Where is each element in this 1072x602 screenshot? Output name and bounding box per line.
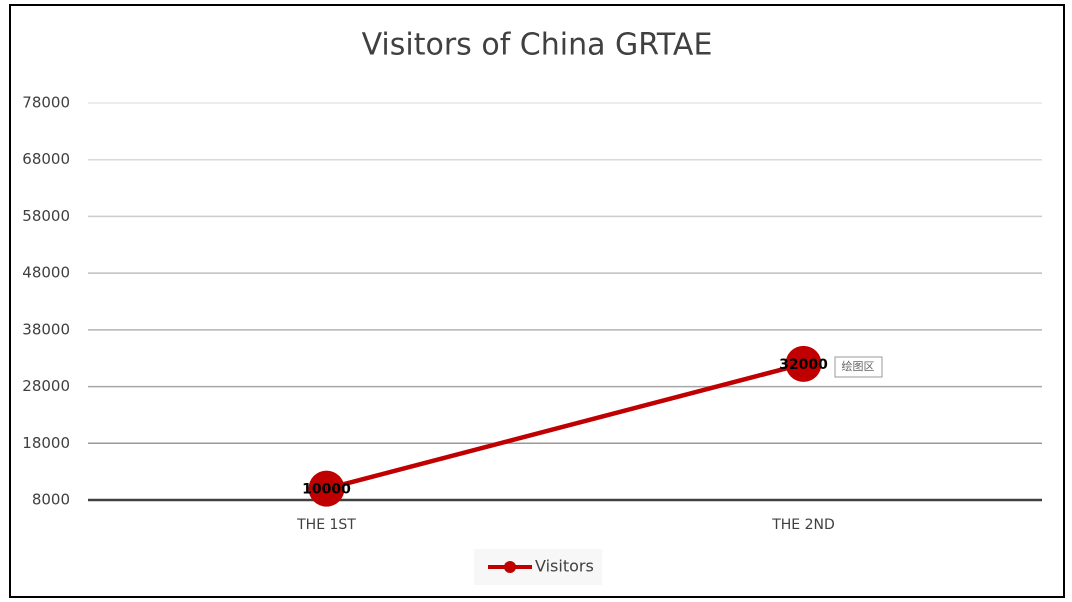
y-tick-label: 48000 [22,264,70,282]
y-tick-label: 28000 [22,377,70,395]
x-tick-label: THE 1ST [296,517,356,533]
marker [308,470,345,507]
y-tick-label: 58000 [22,207,70,225]
legend-label: Visitors [535,557,594,576]
chart-frame [9,4,1065,598]
data-label: 10000 [302,482,351,498]
chart-title: Visitors of China GRTAE [362,28,713,63]
y-tick-label: 68000 [22,150,70,168]
series-line [325,361,805,491]
data-label: 32000 [779,357,828,373]
x-tick-label: THE 2ND [771,517,835,533]
marker [785,345,822,382]
y-tick-label: 18000 [22,434,70,452]
legend-marker [504,561,516,573]
y-tick-label: 8000 [32,491,70,509]
tooltip-box [834,356,883,378]
y-tick-label: 78000 [22,94,70,112]
y-tick-label: 38000 [22,320,70,338]
tooltip-text: 绘图区 [842,359,875,373]
